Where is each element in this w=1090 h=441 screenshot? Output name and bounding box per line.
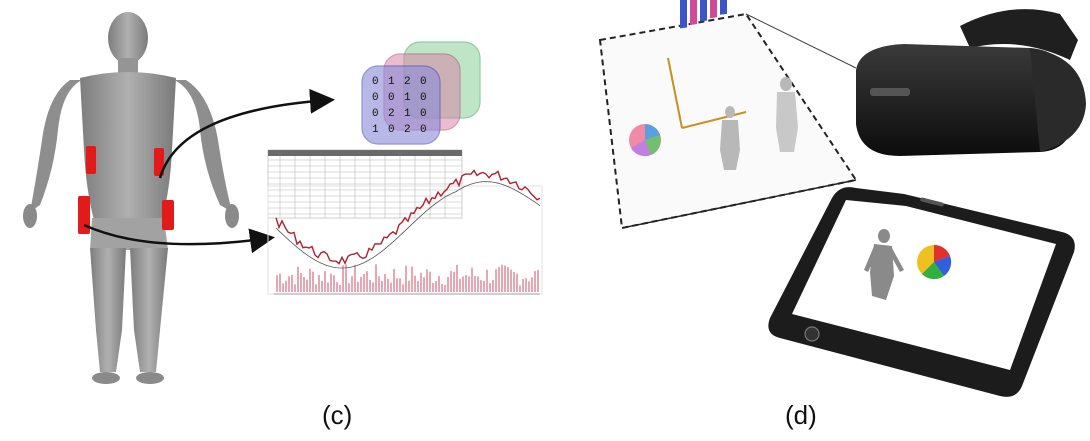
human-body-icon (23, 12, 239, 384)
panel-d (598, 0, 1086, 397)
sensor-patch-icon (162, 200, 174, 230)
matrix-digit: 0 (372, 76, 379, 88)
matrix-digit: 1 (388, 76, 395, 88)
matrix-digit: 0 (420, 92, 427, 104)
pie-chart-icon (917, 244, 952, 280)
panel-caption-d: (d) (785, 400, 817, 430)
matrix-digit: 2 (404, 76, 411, 88)
matrix-digit: 1 (404, 92, 411, 104)
matrix-digit: 0 (372, 92, 379, 104)
vr-headset-icon (856, 9, 1086, 156)
matrix-digit: 0 (388, 124, 395, 136)
matrix-digit: 0 (372, 108, 379, 120)
matrix-digit: 2 (388, 108, 395, 120)
arrow-to-chart (83, 223, 275, 254)
sensor-patch-icon (86, 146, 96, 174)
human-body-icon (864, 229, 904, 300)
arrow-to-matrix (158, 88, 335, 179)
sensor-patch-icon (154, 148, 164, 176)
data-table-icon (267, 149, 463, 219)
time-series-chart-icon (267, 169, 543, 295)
human-body-icon (720, 77, 798, 170)
matrix-digit: 0 (420, 124, 427, 136)
panel-caption-c: (c) (322, 400, 353, 430)
matrix-digit: 1 (372, 124, 379, 136)
sensor-patch-icon (78, 196, 90, 234)
smartphone-icon (768, 187, 1075, 397)
matrix-digit: 0 (420, 76, 427, 88)
pie-chart-icon (629, 124, 661, 157)
matrix-digit: 1 (404, 108, 411, 120)
panel-c: 0 1 2 00 0 1 00 2 1 01 0 2 0 (23, 12, 543, 384)
matrix-digit: 2 (404, 124, 411, 136)
bar-chart-icon (667, 0, 747, 129)
matrix-digit: 0 (388, 92, 395, 104)
matrix-digit: 0 (420, 108, 427, 120)
tensor-matrix-icon: 0 1 2 00 0 1 00 2 1 01 0 2 0 (361, 41, 481, 145)
